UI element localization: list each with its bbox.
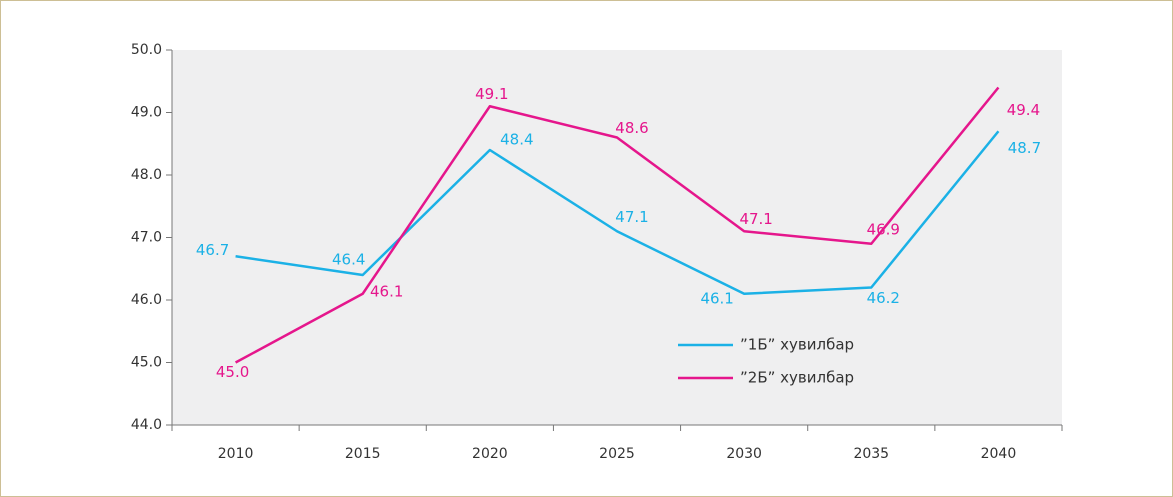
- y-tick-label: 50.0: [131, 42, 162, 58]
- x-tick-label: 2030: [726, 446, 762, 462]
- data-label: 46.2: [867, 289, 900, 307]
- data-label: 46.1: [370, 282, 403, 300]
- y-tick-label: 47.0: [131, 230, 162, 246]
- series-line: [235, 130, 1000, 295]
- plot-area: [172, 50, 1062, 425]
- data-label: 46.4: [332, 251, 365, 269]
- data-label: 46.9: [867, 220, 900, 238]
- x-tick-label: 2035: [853, 446, 889, 462]
- legend-label: ”1Б” хувилбар: [740, 336, 854, 354]
- series-line: [234, 86, 1000, 364]
- x-tick-label: 2040: [981, 446, 1017, 462]
- x-tick-label: 2010: [218, 446, 254, 462]
- y-tick-label: 48.0: [131, 167, 162, 183]
- data-label: 49.4: [1007, 101, 1040, 119]
- data-label: 47.1: [615, 208, 648, 226]
- data-label: 45.0: [216, 363, 249, 381]
- y-tick-label: 46.0: [131, 292, 162, 308]
- y-tick-label: 44.0: [131, 417, 162, 433]
- x-tick-label: 2015: [345, 446, 381, 462]
- legend-label: ”2Б” хувилбар: [740, 369, 854, 387]
- x-tick-label: 2025: [599, 446, 635, 462]
- data-label: 49.1: [475, 85, 508, 103]
- data-label: 48.6: [615, 119, 648, 137]
- data-label: 48.7: [1008, 139, 1041, 157]
- y-tick-label: 49.0: [131, 105, 162, 121]
- y-tick-label: 45.0: [131, 355, 162, 371]
- data-label: 47.1: [739, 210, 772, 228]
- data-label: 46.7: [196, 241, 229, 259]
- x-tick-label: 2020: [472, 446, 508, 462]
- data-label: 46.1: [700, 289, 733, 307]
- data-label: 48.4: [500, 131, 533, 149]
